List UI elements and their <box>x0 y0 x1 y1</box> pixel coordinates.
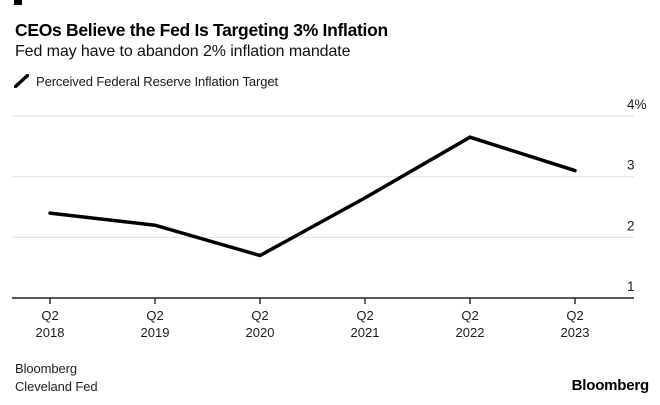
x-axis-label-year: 2018 <box>36 325 65 340</box>
flourish-mark <box>14 0 22 5</box>
y-axis-label: 4% <box>627 97 647 112</box>
y-axis-label: 3 <box>627 158 635 173</box>
line-series-marker-icon <box>14 74 29 88</box>
data-line <box>48 135 577 258</box>
x-axis-label-year: 2019 <box>141 325 170 340</box>
y-axis-label: 1 <box>627 279 635 294</box>
chart-subtitle: Fed may have to abandon 2% inflation man… <box>15 43 351 60</box>
x-axis-label-year: 2022 <box>456 325 485 340</box>
y-axis-label: 2 <box>627 218 635 233</box>
source-line-2: Cleveland Fed <box>15 378 98 394</box>
bloomberg-logo: Bloomberg <box>571 377 650 394</box>
legend: Perceived Federal Reserve Inflation Targ… <box>14 73 278 89</box>
x-axis-label-year: 2020 <box>246 325 275 340</box>
x-axis-label-quarter: Q2 <box>41 308 58 323</box>
legend-label: Perceived Federal Reserve Inflation Targ… <box>36 73 278 89</box>
x-axis-label-quarter: Q2 <box>146 308 163 323</box>
x-axis-label-year: 2021 <box>351 325 380 340</box>
x-axis-label-quarter: Q2 <box>356 308 373 323</box>
x-axis-label-quarter: Q2 <box>566 308 583 323</box>
chart-title: CEOs Believe the Fed Is Targeting 3% Inf… <box>15 20 388 40</box>
source-attribution: Bloomberg Cleveland Fed <box>15 360 98 395</box>
x-axis-label-year: 2023 <box>561 325 590 340</box>
source-line-1: Bloomberg <box>15 361 77 376</box>
x-axis-label-quarter: Q2 <box>251 308 268 323</box>
x-axis-label-quarter: Q2 <box>461 308 478 323</box>
